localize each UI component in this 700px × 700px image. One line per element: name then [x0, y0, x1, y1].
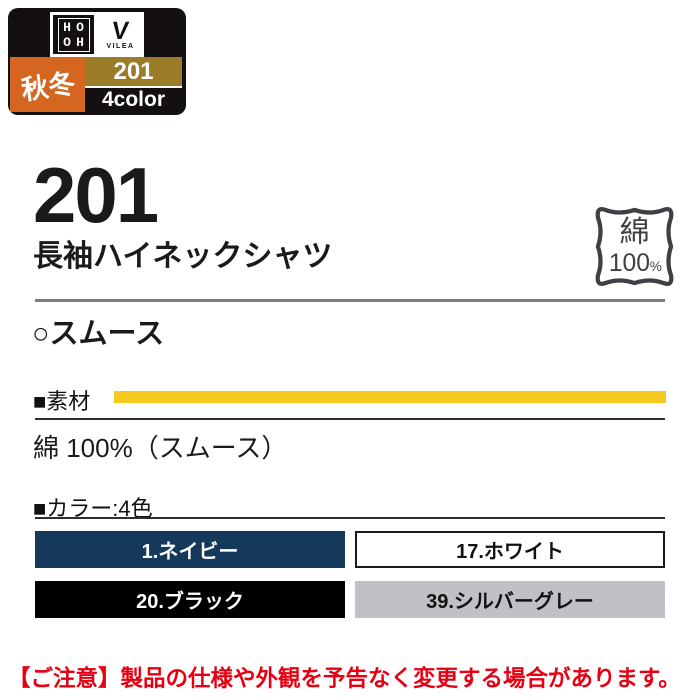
hooh-letter: O: [63, 34, 71, 50]
cotton-100-stamp-icon: 綿 100 %: [595, 207, 674, 286]
stamp-frame: [595, 207, 674, 286]
hooh-letter: H: [63, 19, 71, 35]
season-label: 秋冬: [10, 57, 85, 112]
badge-logo-row: H O O H V VILEA: [8, 12, 186, 57]
catalog-badge: H O O H V VILEA 秋冬 201 4color: [8, 8, 186, 115]
color-swatch-white: 17.ホワイト: [355, 531, 665, 568]
swatch-label: 1.ネイビー: [141, 541, 239, 563]
badge-color-count: 4color: [101, 88, 166, 111]
product-name: 長袖ハイネックシャツ: [33, 240, 333, 273]
product-number: 201: [33, 151, 159, 239]
swatch-label: 20.ブラック: [136, 591, 244, 613]
material-divider: [35, 418, 665, 420]
hooh-letter: O: [76, 19, 84, 35]
stamp-kanji: 綿: [620, 215, 650, 248]
color-swatch-black: 20.ブラック: [35, 581, 345, 618]
stamp-percent: %: [650, 259, 662, 274]
color-swatch-silvergray: 39.シルバーグレー: [355, 581, 665, 618]
vilea-wordmark: VILEA: [106, 43, 135, 50]
stamp-value: 100: [609, 250, 650, 277]
hooh-letter-grid: H O O H: [57, 17, 90, 52]
badge-bottom-row: 秋冬 201 4color: [10, 57, 182, 112]
badge-code-column: 201 4color: [85, 57, 182, 112]
swatch-label: 17.ホワイト: [456, 541, 564, 563]
hooh-letter: H: [76, 34, 84, 50]
hooh-logo-inner: H O O H: [53, 15, 94, 54]
header-divider: [35, 299, 665, 302]
season-text: 秋冬: [19, 68, 77, 106]
vilea-brand-logo: V VILEA: [97, 12, 144, 57]
color-swatch-navy: 1.ネイビー: [35, 531, 345, 568]
material-accent-bar: [114, 391, 666, 403]
material-heading: ■素材: [33, 389, 91, 414]
color-divider: [35, 517, 665, 519]
color-heading: ■カラー:4色: [33, 496, 153, 521]
badge-product-code: 201: [85, 57, 182, 88]
notice-text: 【ご注意】製品の仕様や外観を予告なく変更する場合があります。: [8, 666, 681, 691]
swatch-label: 39.シルバーグレー: [426, 591, 594, 613]
hooh-brand-logo: H O O H: [50, 12, 97, 57]
material-value: 綿 100%（スムース）: [33, 433, 288, 463]
variant-label: ○スムース: [32, 318, 165, 350]
vilea-v-icon: V: [110, 17, 131, 45]
